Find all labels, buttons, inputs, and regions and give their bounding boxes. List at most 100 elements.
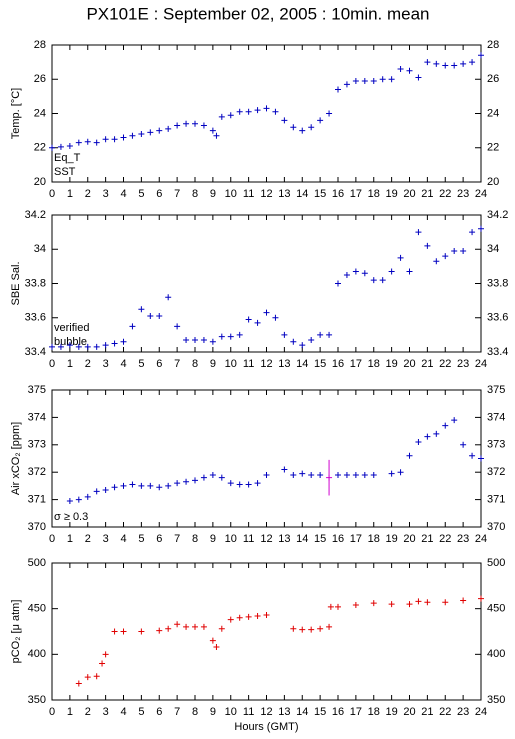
data-point [49,144,55,151]
data-point [343,471,350,478]
y-tick-label: 450 [28,603,46,615]
data-point [75,343,82,350]
data-point [165,625,172,632]
x-tick-label: 19 [386,533,398,545]
data-point [156,484,163,491]
x-tick-label: 9 [210,358,216,370]
data-point [317,117,324,124]
x-tick-label: 19 [386,358,398,370]
data-point [478,595,484,602]
y-tick-label: 370 [487,521,505,533]
y-tick-label: 24 [487,107,499,119]
y-tick-label: 22 [34,142,46,154]
data-point [66,143,73,150]
x-tick-label: 24 [475,533,487,545]
data-point [460,597,467,604]
data-point [263,612,270,619]
y-axis-label: Air xCO₂ [ppm] [10,422,22,495]
data-point [183,623,190,630]
data-point [290,471,297,478]
x-tick-label: 23 [457,533,469,545]
y-tick-label: 500 [28,557,46,569]
x-tick-label: 1 [67,533,73,545]
data-point [156,627,163,634]
data-point [111,136,118,143]
data-point [406,601,413,608]
data-point [460,60,467,67]
data-point [388,601,395,608]
x-tick-label: 12 [260,358,272,370]
y-tick-label: 372 [28,466,46,478]
y-tick-label: 373 [28,439,46,451]
data-point [227,616,234,623]
y-tick-label: 371 [28,494,46,506]
y-axis-label: SBE Sal. [10,261,22,305]
data-point [213,644,220,651]
data-point [84,674,91,681]
x-tick-label: 1 [67,358,73,370]
x-tick-label: 17 [350,533,362,545]
x-tick-label: 3 [103,533,109,545]
data-point [352,471,359,478]
y-tick-label: 370 [28,521,46,533]
chart-title: PX101E : September 02, 2005 : 10min. mea… [86,4,429,23]
x-tick-label: 18 [368,188,380,200]
data-point [326,110,333,117]
y-tick-label: 28 [487,39,499,51]
x-tick-label: 19 [386,188,398,200]
data-point [361,77,368,84]
x-tick-label: 6 [156,188,162,200]
data-point [308,124,315,131]
data-point [469,229,476,236]
data-point [183,337,190,344]
x-tick-label: 16 [332,706,344,718]
x-tick-label: 7 [174,533,180,545]
data-point [183,120,190,127]
x-tick-label: 4 [120,188,126,200]
x-tick-label: 19 [386,706,398,718]
data-point [236,108,243,115]
x-tick-label: 22 [439,188,451,200]
data-point [254,319,261,326]
data-point [254,480,261,487]
data-point [245,481,252,488]
data-point [478,455,484,462]
data-point [218,474,225,481]
data-point [335,603,341,610]
x-tick-label: 21 [421,706,433,718]
x-tick-label: 23 [457,188,469,200]
data-point [433,430,440,437]
y-tick-label: 28 [34,39,46,51]
data-point [451,247,458,254]
data-point [93,673,100,680]
data-point [290,124,297,131]
data-point [335,471,341,478]
x-tick-label: 11 [243,533,254,545]
data-point [379,76,386,83]
data-point [138,131,145,138]
data-point [290,625,297,632]
data-point [299,470,306,477]
data-point [272,314,279,321]
x-tick-label: 0 [49,706,55,718]
y-axis-label: pCO₂ [μ atm] [10,600,22,664]
data-point [192,477,198,484]
x-tick-label: 15 [314,358,326,370]
y-tick-label: 374 [487,411,505,423]
data-point [370,77,377,84]
x-tick-label: 4 [120,706,126,718]
data-point [370,471,377,478]
x-tick-label: 20 [403,188,415,200]
x-tick-label: 17 [350,706,362,718]
x-tick-label: 20 [403,533,415,545]
y-axis-label: Temp. [°C] [10,88,22,139]
x-tick-label: 23 [457,358,469,370]
x-tick-label: 6 [156,533,162,545]
y-tick-label: 24 [34,107,46,119]
y-tick-label: 34 [34,243,46,255]
x-tick-label: 16 [332,533,344,545]
data-point [111,340,118,347]
data-point [57,143,64,150]
x-tick-label: 7 [174,358,180,370]
